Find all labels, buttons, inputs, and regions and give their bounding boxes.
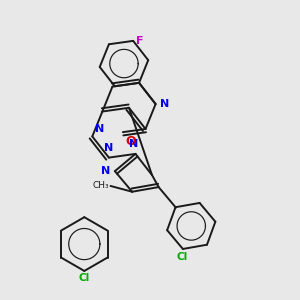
Text: N: N bbox=[94, 124, 104, 134]
Text: N: N bbox=[103, 143, 113, 153]
Text: O: O bbox=[125, 134, 136, 148]
Text: Cl: Cl bbox=[177, 252, 188, 262]
Text: F: F bbox=[136, 36, 143, 46]
Text: Cl: Cl bbox=[79, 273, 90, 283]
Text: N: N bbox=[101, 166, 110, 176]
Text: CH₃: CH₃ bbox=[92, 182, 109, 190]
Text: N: N bbox=[129, 140, 139, 149]
Text: N: N bbox=[160, 99, 169, 109]
